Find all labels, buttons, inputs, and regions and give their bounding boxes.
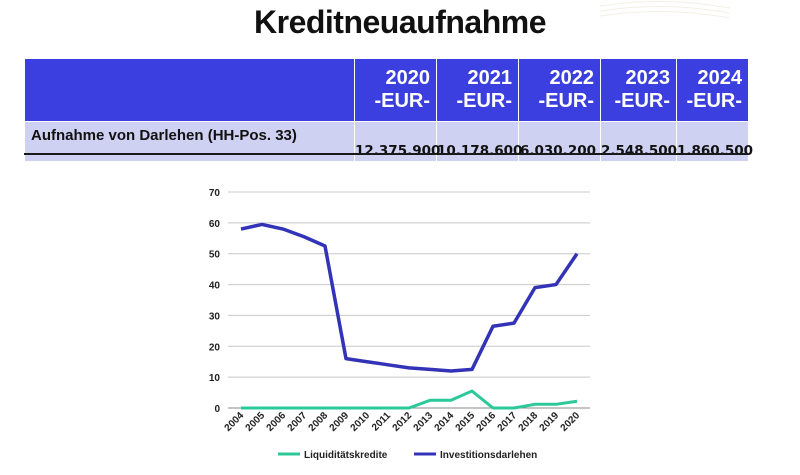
unit-label: -EUR-: [614, 90, 670, 112]
x-tick-label: 2019: [538, 410, 562, 434]
value-2020: 12.375.900: [354, 121, 440, 162]
x-tick-label: 2011: [370, 410, 393, 433]
year-label: 2024: [697, 67, 743, 89]
legend-label: Liquiditätskredite: [304, 450, 388, 461]
table-header-2024: 2024 -EUR-: [676, 58, 749, 122]
x-tick-label: 2008: [307, 410, 331, 434]
table-header-empty: [24, 58, 355, 122]
value-2022: 6.030.200: [518, 121, 601, 162]
table-header-row: 2020 -EUR- 2021 -EUR- 2022 -EUR- 2023 -EUR- …: [24, 58, 749, 122]
unit-label: -EUR-: [456, 90, 512, 112]
y-tick-label: 70: [209, 188, 221, 199]
page-title: Kreditneuaufnahme: [254, 4, 546, 40]
line-chart: 0102030405060702004200520062007200820092…: [209, 188, 590, 461]
x-tick-label: 2014: [433, 410, 457, 434]
x-tick-label: 2020: [559, 410, 583, 434]
value-2021: 10.178.600: [436, 121, 522, 162]
x-tick-label: 2010: [349, 410, 373, 434]
credit-table: 2020 -EUR- 2021 -EUR- 2022 -EUR- 2023 -EUR- …: [24, 58, 753, 162]
table-header-2023: 2023 -EUR-: [600, 58, 677, 122]
unit-label: -EUR-: [686, 90, 742, 112]
row-label: Aufnahme von Darlehen (HH-Pos. 33): [24, 121, 355, 162]
x-tick-label: 2012: [391, 410, 415, 434]
year-label: 2023: [625, 67, 671, 89]
y-tick-label: 40: [209, 281, 221, 292]
y-tick-label: 10: [209, 373, 221, 384]
decorative-lines: [600, 0, 730, 18]
table-header-2022: 2022 -EUR-: [518, 58, 601, 122]
legend-label: Investitionsdarlehen: [440, 450, 537, 461]
series-line-liquiditaetskredite: [241, 389, 578, 410]
x-tick-label: 2004: [223, 410, 247, 434]
x-tick-label: 2013: [412, 410, 436, 434]
x-tick-label: 2007: [286, 410, 310, 434]
x-tick-label: 2016: [475, 410, 499, 434]
value-2023: 2.548.500: [600, 121, 677, 162]
x-tick-label: 2006: [265, 410, 289, 434]
y-tick-label: 50: [209, 250, 221, 261]
year-label: 2021: [467, 67, 513, 89]
y-tick-label: 0: [214, 404, 220, 415]
table-header-2021: 2021 -EUR-: [436, 58, 519, 122]
value-2024: 1.860.500: [676, 121, 753, 162]
year-label: 2022: [549, 67, 595, 89]
table-row: Aufnahme von Darlehen (HH-Pos. 33) 12.37…: [24, 121, 753, 162]
x-tick-label: 2018: [517, 410, 541, 434]
unit-label: -EUR-: [538, 90, 594, 112]
table-bottom-rule: [24, 153, 748, 155]
unit-label: -EUR-: [374, 90, 430, 112]
x-tick-label: 2015: [454, 410, 478, 434]
y-tick-label: 60: [209, 219, 221, 230]
series-line-investitionsdarlehen: [240, 222, 579, 373]
x-tick-label: 2017: [496, 410, 520, 434]
y-tick-label: 30: [209, 311, 221, 322]
x-tick-label: 2009: [328, 410, 352, 434]
x-tick-label: 2005: [244, 410, 268, 434]
year-label: 2020: [385, 67, 431, 89]
table-header-2020: 2020 -EUR-: [354, 58, 437, 122]
y-tick-label: 20: [209, 342, 221, 353]
